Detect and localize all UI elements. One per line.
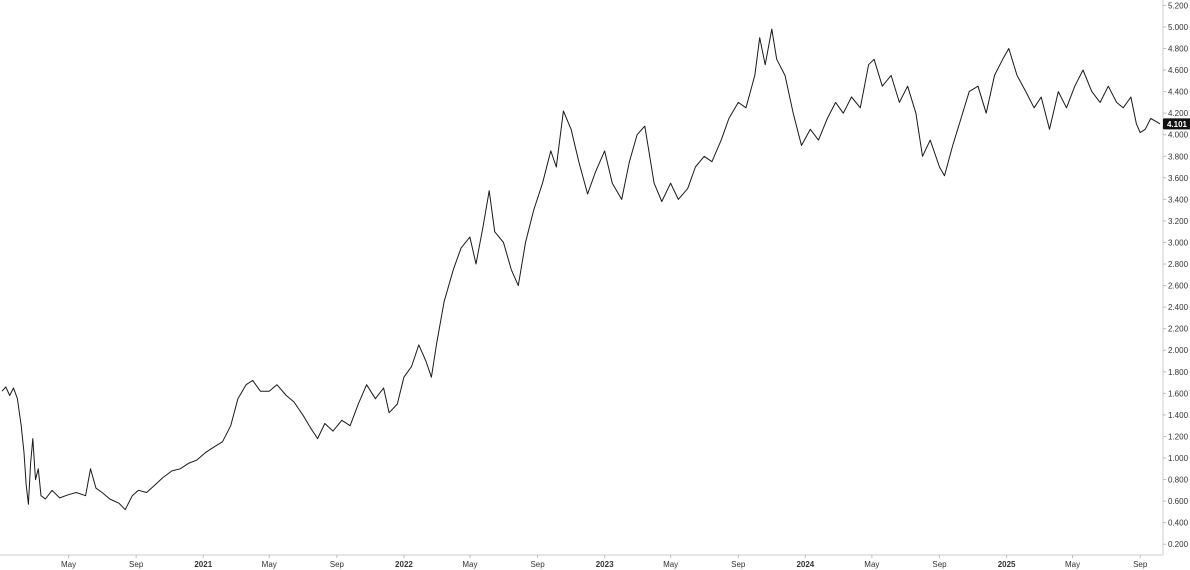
y-tick-label: 0.800	[1168, 476, 1189, 485]
y-tick-label: 2.400	[1168, 303, 1189, 312]
y-tick-label: 1.600	[1168, 389, 1189, 398]
x-tick-label: May	[61, 560, 76, 569]
x-tick-label: 2025	[998, 560, 1016, 569]
last-price-marker: 4.101	[1163, 118, 1190, 130]
y-tick-label: 4.400	[1168, 88, 1189, 97]
x-tick-label: May	[462, 560, 477, 569]
y-tick-label: 1.400	[1168, 411, 1189, 420]
x-tick-label: Sep	[530, 560, 545, 569]
x-tick-label: Sep	[129, 560, 144, 569]
x-tick-label: Sep	[932, 560, 947, 569]
last-price-label: 4.101	[1167, 120, 1188, 129]
y-tick-label: 4.000	[1168, 131, 1189, 140]
y-tick-label: 4.800	[1168, 44, 1189, 53]
plot-area	[1, 28, 1161, 511]
x-tick-label: 2021	[194, 560, 212, 569]
y-tick-label: 3.000	[1168, 238, 1189, 247]
y-tick-label: 3.200	[1168, 217, 1189, 226]
y-tick-label: 2.200	[1168, 325, 1189, 334]
x-tick-label: Sep	[731, 560, 746, 569]
y-tick-label: 4.600	[1168, 66, 1189, 75]
y-tick-label: 0.200	[1168, 540, 1189, 549]
x-axis: May Sep 2021 May Sep 2022 May Sep 2023 May Sep 2024…	[61, 555, 1148, 569]
x-tick-label: May	[1065, 560, 1080, 569]
x-tick-label: May	[663, 560, 678, 569]
x-tick-label: 2023	[596, 560, 614, 569]
x-tick-label: May	[864, 560, 879, 569]
y-tick-label: 4.200	[1168, 109, 1189, 118]
x-tick-label: 2024	[796, 560, 814, 569]
y-tick-label: 2.000	[1168, 346, 1189, 355]
y-tick-label: 3.600	[1168, 174, 1189, 183]
y-tick-label: 5.000	[1168, 23, 1189, 32]
y-tick-label: 0.400	[1168, 519, 1189, 528]
x-tick-label: Sep	[1133, 560, 1148, 569]
x-tick-label: 2022	[395, 560, 413, 569]
y-tick-label: 1.800	[1168, 368, 1189, 377]
y-tick-label: 5.200	[1168, 1, 1189, 10]
y-tick-label: 2.800	[1168, 260, 1189, 269]
y-tick-label: 3.800	[1168, 152, 1189, 161]
x-tick-label: May	[262, 560, 277, 569]
last-price-badge	[1163, 118, 1190, 130]
y-tick-label: 0.600	[1168, 497, 1189, 506]
y-axis: 0.200 0.400 0.600 0.800 1.000 1.200 1.400 1.600…	[1163, 1, 1189, 549]
y-tick-label: 3.400	[1168, 195, 1189, 204]
x-tick-label: Sep	[330, 560, 345, 569]
y-tick-label: 1.000	[1168, 454, 1189, 463]
y-tick-label: 2.600	[1168, 282, 1189, 291]
price-series-line	[1, 28, 1161, 511]
y-tick-label: 1.200	[1168, 432, 1189, 441]
